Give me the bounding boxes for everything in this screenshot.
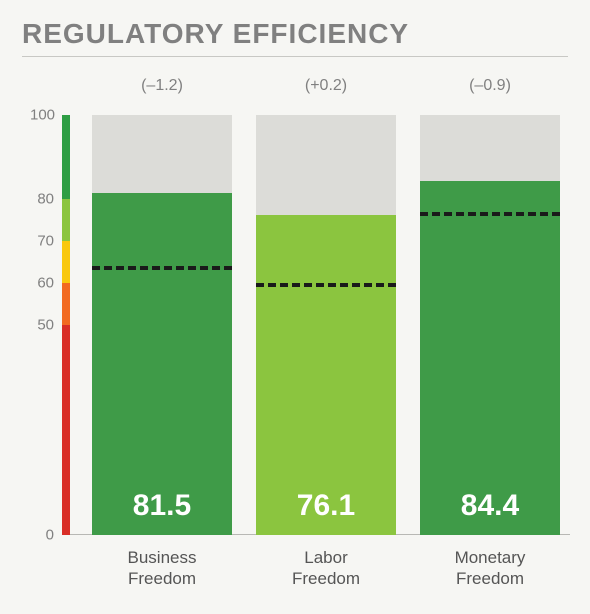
- bar-group: 81.5(–1.2): [92, 115, 232, 535]
- delta-label: (–0.9): [420, 77, 560, 95]
- bar-fill: [92, 193, 232, 535]
- bar-value-label: 81.5: [92, 489, 232, 523]
- axis-scale-segment: [62, 115, 70, 199]
- bar-value-label: 76.1: [256, 489, 396, 523]
- regulatory-efficiency-chart: 05060708010081.5(–1.2)BusinessFreedom76.…: [30, 115, 570, 535]
- title-rule: [22, 56, 568, 57]
- bar-group: 76.1(+0.2): [256, 115, 396, 535]
- y-tick-label: 100: [30, 107, 54, 124]
- page-title: REGULATORY EFFICIENCY: [22, 18, 409, 50]
- axis-scale-segment: [62, 283, 70, 325]
- axis-scale-segment: [62, 199, 70, 241]
- axis-scale-segment: [62, 325, 70, 535]
- category-label: LaborFreedom: [256, 547, 396, 590]
- axis-scale-segment: [62, 241, 70, 283]
- y-tick-label: 50: [30, 317, 54, 334]
- y-tick-label: 70: [30, 233, 54, 250]
- benchmark-line: [420, 212, 560, 216]
- bar-value-label: 84.4: [420, 489, 560, 523]
- bar-group: 84.4(–0.9): [420, 115, 560, 535]
- y-tick-label: 80: [30, 191, 54, 208]
- y-axis-color-scale: [62, 115, 70, 535]
- benchmark-line: [256, 283, 396, 287]
- category-label: MonetaryFreedom: [420, 547, 560, 590]
- delta-label: (+0.2): [256, 77, 396, 95]
- y-tick-label: 0: [30, 527, 54, 544]
- bar-fill: [256, 215, 396, 535]
- benchmark-line: [92, 266, 232, 270]
- y-tick-label: 60: [30, 275, 54, 292]
- delta-label: (–1.2): [92, 77, 232, 95]
- category-label: BusinessFreedom: [92, 547, 232, 590]
- bar-fill: [420, 181, 560, 535]
